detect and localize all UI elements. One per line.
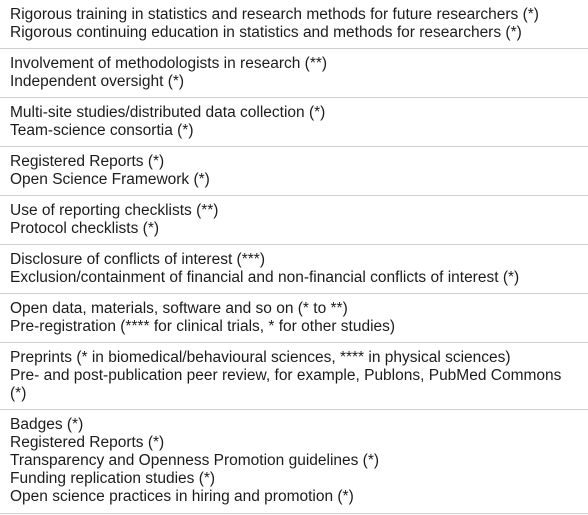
row-text: Multi-site studies/distributed data coll… <box>10 104 326 121</box>
row-text: Disclosure of conflicts of interest (***… <box>10 251 265 268</box>
table-row: Involvement of methodologists in researc… <box>0 49 588 98</box>
row-text: Rigorous continuing education in statist… <box>10 24 522 41</box>
row-text: Team-science consortia (*) <box>10 122 194 139</box>
table-row: Multi-site studies/distributed data coll… <box>0 98 588 147</box>
row-text: Use of reporting checklists (**) <box>10 202 219 219</box>
table-row: Open data, materials, software and so on… <box>0 294 588 343</box>
table-row: Rigorous training in statistics and rese… <box>0 0 588 49</box>
table-row: Use of reporting checklists (**) Protoco… <box>0 196 588 245</box>
row-text: Protocol checklists (*) <box>10 220 160 237</box>
row-text: Open data, materials, software and so on… <box>10 300 348 317</box>
table-row: Disclosure of conflicts of interest (***… <box>0 245 588 294</box>
row-text: Badges (*) <box>10 416 84 433</box>
row-text: Independent oversight (*) <box>10 73 185 90</box>
row-text: Open science practices in hiring and pro… <box>10 488 354 505</box>
row-text: Funding replication studies (*) <box>10 470 216 487</box>
row-text: Open Science Framework (*) <box>10 171 210 188</box>
table-row: Badges (*) Registered Reports (*) Transp… <box>0 410 588 514</box>
row-text: Rigorous training in statistics and rese… <box>10 6 539 23</box>
row-text: Preprints (* in biomedical/behavioural s… <box>10 349 511 366</box>
row-text: Exclusion/containment of financial and n… <box>10 269 520 286</box>
table-row: Preprints (* in biomedical/behavioural s… <box>0 343 588 410</box>
row-text: Transparency and Openness Promotion guid… <box>10 452 380 469</box>
row-text: Registered Reports (*) <box>10 434 165 451</box>
row-text: Registered Reports (*) <box>10 153 165 170</box>
row-text: Involvement of methodologists in researc… <box>10 55 328 72</box>
table-row: Registered Reports (*) Open Science Fram… <box>0 147 588 196</box>
row-text: Pre- and post-publication peer review, f… <box>10 367 562 402</box>
row-text: Pre-registration (**** for clinical tria… <box>10 318 396 335</box>
